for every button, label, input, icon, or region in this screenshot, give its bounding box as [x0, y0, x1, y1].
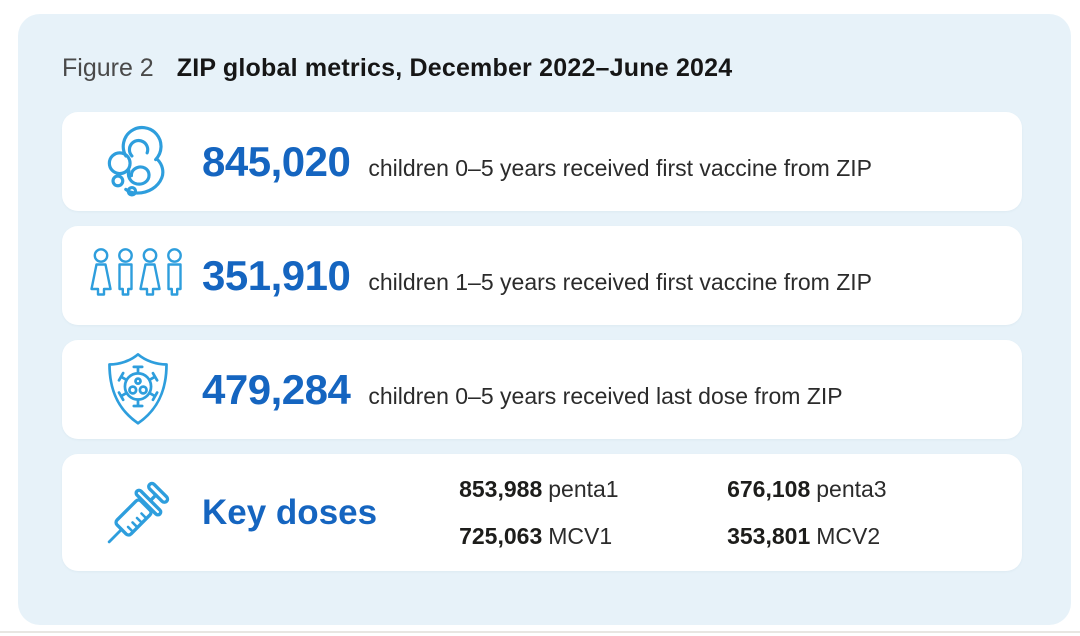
- metric-value: 479,284: [202, 365, 351, 413]
- key-doses-card: Key doses 853,988 penta1 676,108 penta3 72…: [62, 454, 1022, 571]
- dose-label: MCV2: [816, 522, 881, 549]
- metric-card-first-vaccine-0-5: 845,020 children 0–5 years received firs…: [62, 112, 1022, 211]
- key-doses-grid: 853,988 penta1 676,108 penta3 725,063 MCV1 …: [459, 476, 887, 550]
- metric-card-first-vaccine-1-5: 351,910 children 1–5 years received firs…: [62, 226, 1022, 325]
- metric-text: 351,910 children 1–5 years received firs…: [188, 252, 872, 300]
- metric-value: 845,020: [202, 137, 351, 185]
- dose-item-mcv1: 725,063 MCV1: [459, 523, 727, 550]
- dose-label: MCV1: [548, 522, 613, 549]
- dose-value: 725,063: [459, 522, 543, 549]
- dose-item-penta3: 676,108 penta3: [727, 476, 887, 503]
- metric-value: 351,910: [202, 251, 351, 299]
- metric-cards: 845,020 children 0–5 years received firs…: [62, 112, 1022, 571]
- metric-card-last-dose-0-5: 479,284 children 0–5 years received last…: [62, 340, 1022, 439]
- metric-text: 479,284 children 0–5 years received last…: [188, 366, 843, 414]
- dose-item-mcv2: 353,801 MCV2: [727, 523, 887, 550]
- figure-label: Figure 2: [62, 54, 154, 82]
- figure-panel: Figure 2 ZIP global metrics, December 20…: [18, 14, 1071, 625]
- dose-label: penta3: [816, 475, 887, 502]
- syringe-icon: [88, 465, 188, 561]
- metric-description: children 0–5 years received first vaccin…: [368, 154, 872, 181]
- metric-text: 845,020 children 0–5 years received firs…: [188, 138, 872, 186]
- dose-label: penta1: [548, 475, 619, 502]
- page-edge-divider: [0, 631, 1080, 633]
- metric-description: children 0–5 years received last dose fr…: [368, 382, 843, 409]
- dose-value: 853,988: [459, 475, 543, 502]
- metric-description: children 1–5 years received first vaccin…: [368, 268, 872, 295]
- dose-value: 353,801: [727, 522, 811, 549]
- figure-header: Figure 2 ZIP global metrics, December 20…: [62, 54, 1071, 83]
- dose-value: 676,108: [727, 475, 811, 502]
- shield-virus-icon: [88, 349, 188, 431]
- people-group-icon: [88, 243, 188, 309]
- dose-item-penta1: 853,988 penta1: [459, 476, 727, 503]
- figure-title: ZIP global metrics, December 2022–June 2…: [176, 54, 733, 82]
- key-doses-title: Key doses: [202, 492, 378, 532]
- mother-child-icon: [88, 123, 188, 201]
